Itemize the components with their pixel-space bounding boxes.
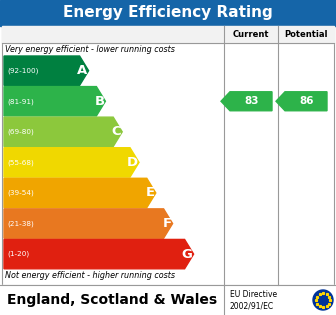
Text: England, Scotland & Wales: England, Scotland & Wales	[7, 293, 217, 307]
Bar	[2, 26, 334, 43]
Polygon shape	[276, 92, 327, 111]
Text: Current: Current	[233, 30, 269, 39]
Text: (92-100): (92-100)	[7, 67, 38, 74]
Polygon shape	[4, 148, 139, 177]
Text: F: F	[163, 217, 172, 230]
Text: (21-38): (21-38)	[7, 220, 34, 227]
Text: 83: 83	[245, 96, 259, 106]
Bar	[0, 285, 336, 315]
Text: C: C	[112, 125, 121, 138]
Text: B: B	[94, 95, 104, 108]
Text: 86: 86	[300, 96, 314, 106]
Text: E: E	[146, 186, 155, 199]
Text: (55-68): (55-68)	[7, 159, 34, 166]
Text: Potential: Potential	[284, 30, 328, 39]
Text: Not energy efficient - higher running costs: Not energy efficient - higher running co…	[5, 272, 175, 280]
Text: G: G	[182, 248, 193, 261]
Text: (39-54): (39-54)	[7, 190, 34, 196]
Text: (69-80): (69-80)	[7, 129, 34, 135]
Bar	[2, 26, 334, 285]
Polygon shape	[4, 239, 194, 269]
Text: Energy Efficiency Rating: Energy Efficiency Rating	[63, 5, 273, 20]
Polygon shape	[4, 56, 89, 85]
Polygon shape	[221, 92, 272, 111]
Text: Very energy efficient - lower running costs: Very energy efficient - lower running co…	[5, 45, 175, 54]
Text: A: A	[77, 64, 88, 77]
Circle shape	[313, 290, 333, 310]
Text: (81-91): (81-91)	[7, 98, 34, 105]
Polygon shape	[4, 87, 106, 116]
Polygon shape	[4, 117, 122, 146]
Text: EU Directive: EU Directive	[230, 290, 277, 299]
Polygon shape	[4, 209, 173, 238]
Text: (1-20): (1-20)	[7, 251, 29, 257]
Text: D: D	[127, 156, 138, 169]
Bar	[0, 0, 336, 26]
Text: 2002/91/EC: 2002/91/EC	[230, 301, 274, 311]
Polygon shape	[4, 178, 156, 208]
